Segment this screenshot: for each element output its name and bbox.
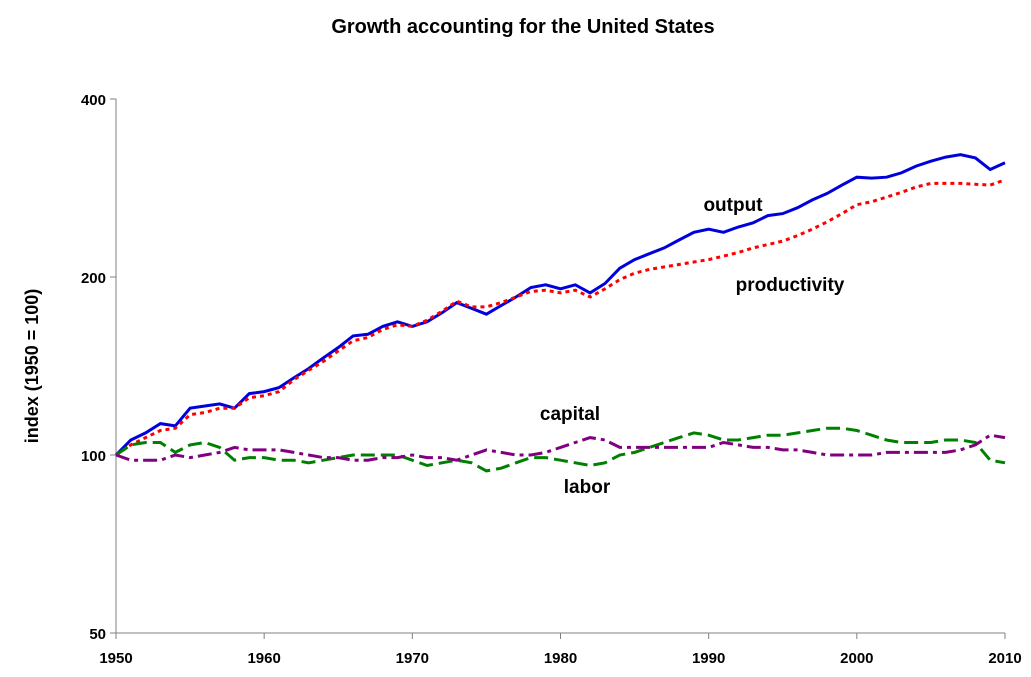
series-label: capital: [540, 404, 600, 425]
y-tick-label: 50: [89, 626, 106, 643]
x-tick-label: 1960: [247, 650, 280, 667]
y-tick-label: 100: [81, 448, 106, 465]
series-line: [115, 433, 1006, 462]
series-label: labor: [564, 477, 611, 498]
series-line: [115, 426, 1006, 473]
x-tick-label: 1950: [99, 650, 132, 667]
x-tick-label: 2000: [840, 650, 873, 667]
x-tick-label: 2010: [988, 650, 1021, 667]
series-label: productivity: [736, 275, 845, 296]
chart-title: Growth accounting for the United States: [331, 16, 714, 38]
y-tick-label: 400: [81, 92, 106, 109]
series-line: [114, 153, 1006, 457]
y-axis-label: index (1950 = 100): [22, 289, 42, 444]
x-tick-label: 1980: [544, 650, 577, 667]
series-line: [115, 178, 1006, 457]
x-tick-label: 1990: [692, 650, 725, 667]
x-tick-label: 1970: [396, 650, 429, 667]
y-tick-label: 200: [81, 270, 106, 287]
series-label: output: [703, 195, 763, 216]
